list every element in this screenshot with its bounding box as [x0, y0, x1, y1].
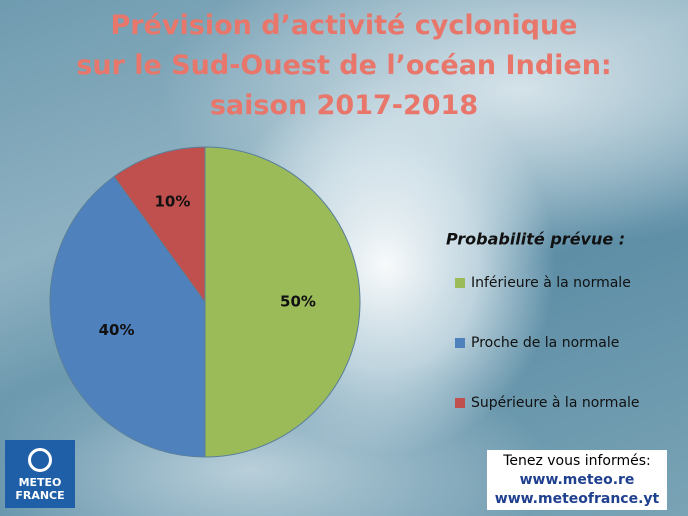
legend-label: Inférieure à la normale	[471, 275, 631, 291]
legend-title: Probabilité prévue :	[446, 230, 625, 249]
link[interactable]: www.meteofrance.yt	[494, 491, 660, 507]
legend-swatch	[455, 338, 465, 348]
legend-swatch	[455, 278, 465, 288]
pie-slice	[49, 175, 206, 458]
data-label: 10%	[154, 192, 190, 210]
pie-slice	[113, 146, 206, 304]
pie-slice	[204, 146, 361, 458]
logo-icon	[28, 448, 52, 472]
logo: METEO FRANCE	[5, 440, 75, 508]
data-label: 50%	[280, 293, 316, 311]
legend-label: Supérieure à la normale	[471, 395, 640, 411]
link[interactable]: www.meteo.re	[519, 472, 635, 488]
legend-swatch	[455, 398, 465, 408]
data-label: 40%	[99, 321, 135, 339]
logo-text: FRANCE	[15, 489, 65, 502]
info-box: Tenez vous informés: www.meteo.re www.me…	[487, 450, 667, 510]
legend-label: Proche de la normale	[471, 335, 619, 351]
info-text: Tenez vous informés:	[503, 453, 651, 469]
chart-title: Prévision d’activité cyclonique sur le S…	[76, 10, 612, 121]
logo-text: METEO	[18, 476, 62, 489]
